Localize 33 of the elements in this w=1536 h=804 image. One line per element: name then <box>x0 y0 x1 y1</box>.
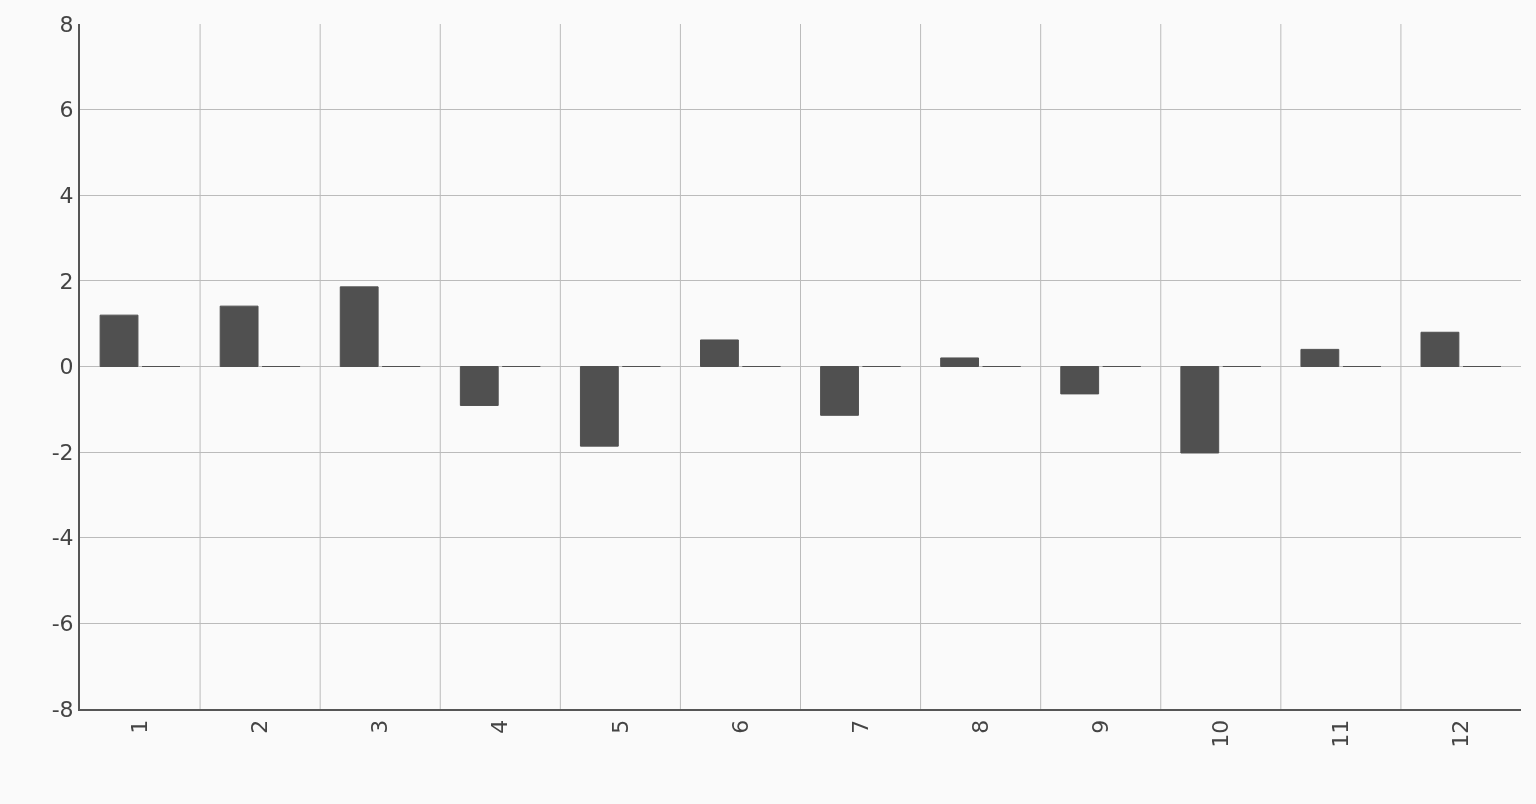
bar <box>1180 366 1220 454</box>
x-tick-label: 10 <box>1207 719 1233 748</box>
y-tick-label: 4 <box>59 182 74 208</box>
y-tick-label: 6 <box>59 97 74 123</box>
bar <box>1300 348 1340 367</box>
bar <box>99 314 139 367</box>
bar <box>1420 331 1460 367</box>
bar <box>1060 366 1100 395</box>
x-tick-label: 9 <box>1087 719 1113 734</box>
y-tick-label: -8 <box>51 696 74 722</box>
x-tick-label: 1 <box>127 719 153 734</box>
x-tick-label: 2 <box>247 719 273 734</box>
bar <box>700 339 739 367</box>
x-tick-label: 8 <box>967 719 993 734</box>
bar <box>339 286 379 367</box>
y-tick-label: 2 <box>59 268 74 294</box>
x-tick-label: 4 <box>487 719 513 734</box>
bar <box>219 305 259 367</box>
x-tick-label: 3 <box>367 719 393 734</box>
x-tick-label: 12 <box>1448 719 1474 748</box>
y-tick-label: 0 <box>59 354 74 380</box>
bar <box>820 366 859 416</box>
x-tick-label: 11 <box>1328 719 1354 748</box>
x-tick-label: 5 <box>607 719 633 734</box>
bar <box>459 366 499 406</box>
bar <box>579 366 619 447</box>
y-tick-label: -6 <box>51 611 74 637</box>
x-tick-label: 7 <box>847 719 873 734</box>
y-tick-label: 8 <box>59 11 74 37</box>
bar <box>940 357 980 367</box>
y-tick-label: -2 <box>51 439 74 465</box>
x-tick-label: 6 <box>727 719 753 734</box>
y-tick-label: -4 <box>51 525 74 551</box>
